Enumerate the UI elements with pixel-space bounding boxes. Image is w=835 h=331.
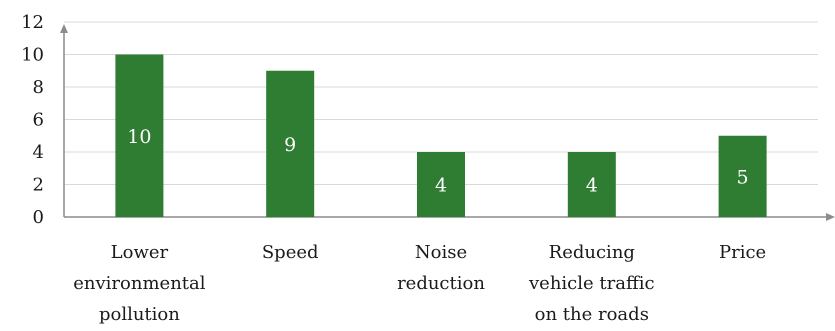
- y-tick-label: 12: [21, 12, 44, 33]
- y-tick-label: 6: [33, 110, 44, 131]
- category-labels: Lower environmental pollution Speed Noise red…: [73, 242, 766, 325]
- y-axis-arrow: [60, 24, 68, 33]
- category-label: Reducing vehicle traffic on the roads: [528, 242, 655, 325]
- y-tick-label: 0: [33, 207, 44, 228]
- bar: [417, 152, 465, 217]
- y-tick-labels: 0 2 4 6 8 10 12: [21, 12, 44, 228]
- gridlines: [64, 21, 818, 185]
- category-label-line: environmental: [73, 273, 205, 294]
- bar-data-label: 10: [127, 126, 151, 148]
- category-label-line: reduction: [397, 273, 485, 294]
- y-tick-label: 2: [33, 175, 44, 196]
- x-axis-arrow: [826, 213, 835, 221]
- bar-data-label: 9: [284, 134, 296, 156]
- bar: [718, 135, 767, 217]
- bar: [567, 152, 616, 217]
- category-label: Lower environmental pollution: [73, 242, 205, 325]
- category-label-line: Reducing: [549, 242, 635, 263]
- bar: [115, 54, 164, 217]
- y-tick-label: 8: [33, 77, 44, 98]
- y-tick-label: 4: [33, 142, 44, 163]
- y-tick-label: 10: [21, 45, 44, 66]
- category-label: Speed: [262, 242, 319, 263]
- bar: [266, 70, 315, 217]
- bars: [115, 54, 767, 217]
- bar-data-labels: 10 9 4 4 5: [127, 126, 748, 197]
- category-label-line: on the roads: [535, 304, 649, 325]
- category-label-line: Noise: [415, 242, 467, 263]
- bar-data-label: 5: [737, 166, 749, 188]
- category-label-line: Lower: [111, 242, 169, 263]
- bar-data-label: 4: [435, 175, 447, 197]
- bar-data-label: 4: [586, 175, 598, 197]
- category-label-line: Speed: [262, 242, 319, 263]
- category-label: Noise reduction: [397, 242, 485, 294]
- category-label-line: pollution: [99, 304, 180, 325]
- category-label-line: Price: [719, 242, 766, 263]
- category-label-line: vehicle traffic: [528, 273, 655, 294]
- category-label: Price: [719, 242, 766, 263]
